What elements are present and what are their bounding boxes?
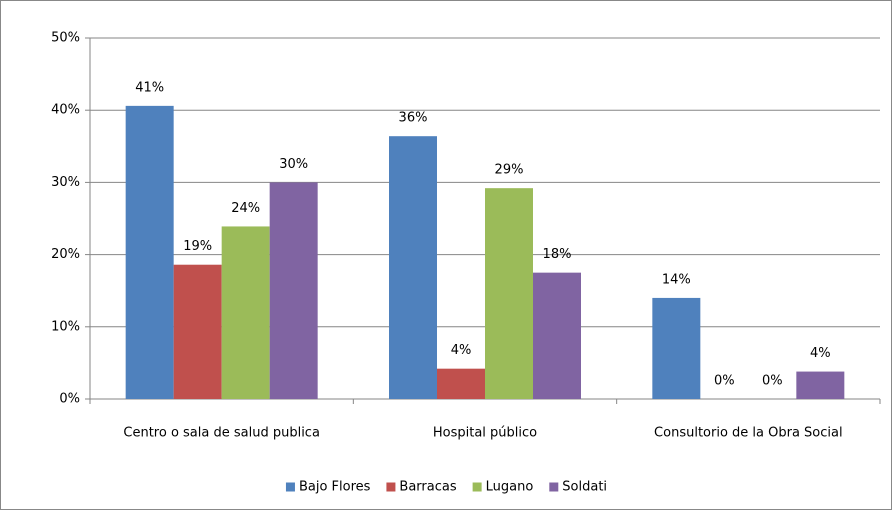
- y-tick-label: 50%: [51, 31, 80, 46]
- value-label: 19%: [183, 239, 212, 254]
- bar: [125, 105, 174, 400]
- y-tick-label: 10%: [51, 319, 80, 334]
- value-label: 14%: [662, 272, 691, 287]
- value-label: 4%: [451, 343, 472, 358]
- legend-label: Barracas: [399, 480, 456, 495]
- bar: [796, 371, 845, 399]
- bar: [652, 297, 701, 399]
- bar: [173, 264, 222, 399]
- legend-item: Soldati: [549, 480, 607, 495]
- bar: [221, 226, 270, 399]
- legend-swatch: [285, 482, 295, 492]
- legend-swatch: [549, 482, 559, 492]
- y-tick-label: 0%: [59, 392, 80, 407]
- value-label: 4%: [810, 346, 831, 361]
- value-label: 0%: [762, 374, 783, 389]
- legend-swatch: [472, 482, 482, 492]
- value-label: 0%: [714, 374, 735, 389]
- bar: [533, 272, 581, 399]
- legend-label: Lugano: [486, 480, 534, 495]
- legend-swatch: [386, 482, 396, 492]
- legend-item: Barracas: [386, 480, 457, 495]
- value-label: 30%: [279, 157, 308, 172]
- bar: [437, 368, 485, 399]
- value-label: 29%: [495, 163, 524, 178]
- x-tick-label: Consultorio de la Obra Social: [654, 426, 843, 441]
- value-label: 36%: [399, 111, 428, 126]
- value-label: 24%: [231, 201, 260, 216]
- y-tick-label: 30%: [51, 175, 80, 190]
- legend-item: Bajo Flores: [285, 480, 371, 495]
- bar: [485, 188, 533, 399]
- value-label: 18%: [543, 247, 572, 262]
- x-tick-label: Hospital público: [433, 426, 537, 441]
- bar: [389, 136, 437, 399]
- y-tick-label: 20%: [51, 247, 80, 262]
- x-tick-label: Centro o sala de salud publica: [123, 426, 320, 441]
- legend-label: Bajo Flores: [299, 480, 371, 495]
- legend-item: Lugano: [472, 480, 534, 495]
- legend-label: Soldati: [562, 480, 607, 495]
- value-label: 41%: [135, 80, 164, 95]
- bar: [269, 182, 318, 399]
- y-tick-label: 40%: [51, 103, 80, 118]
